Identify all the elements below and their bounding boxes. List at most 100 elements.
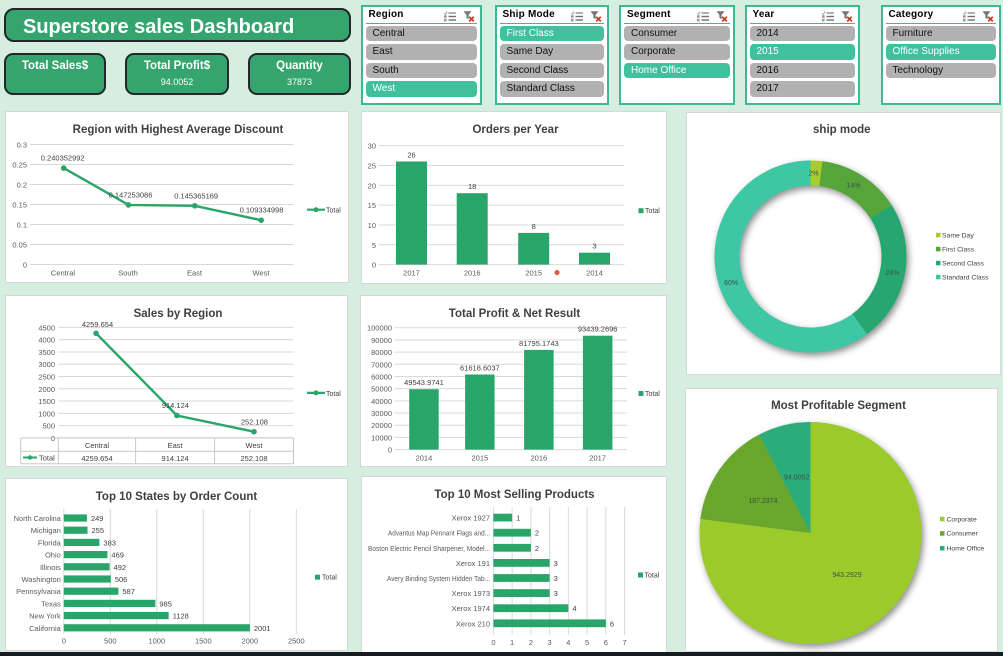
svg-text:252.108: 252.108	[240, 453, 267, 462]
svg-text:2014: 2014	[586, 269, 603, 278]
svg-text:4500: 4500	[38, 323, 55, 332]
svg-text:4259.654: 4259.654	[82, 320, 113, 329]
svg-text:255: 255	[92, 526, 105, 535]
svg-text:Xerox 1973: Xerox 1973	[451, 589, 489, 598]
svg-text:2: 2	[534, 529, 538, 538]
svg-text:2: 2	[528, 638, 532, 647]
svg-text:10000: 10000	[371, 433, 392, 442]
svg-text:2%: 2%	[808, 170, 818, 177]
svg-text:90000: 90000	[371, 336, 392, 345]
svg-text:Avery Binding System Hidden Ta: Avery Binding System Hidden Tab...	[387, 574, 490, 583]
svg-text:4: 4	[566, 638, 570, 647]
svg-text:2: 2	[534, 544, 538, 553]
svg-text:0.1: 0.1	[17, 220, 27, 229]
svg-text:25: 25	[367, 162, 375, 171]
svg-text:First Class: First Class	[942, 246, 975, 253]
svg-text:South: South	[118, 268, 138, 277]
svg-text:24%: 24%	[885, 270, 899, 277]
svg-text:914.124: 914.124	[162, 401, 189, 410]
svg-text:ship mode: ship mode	[813, 124, 871, 136]
svg-text:2500: 2500	[38, 372, 55, 381]
svg-text:Illinois: Illinois	[40, 563, 61, 572]
svg-text:1: 1	[516, 514, 520, 523]
svg-text:Ohio: Ohio	[45, 551, 61, 560]
svg-text:2000: 2000	[241, 637, 258, 646]
svg-text:0.05: 0.05	[12, 240, 27, 249]
svg-text:Top 10 Most Selling Products: Top 10 Most Selling Products	[434, 489, 594, 501]
svg-text:30: 30	[367, 142, 375, 151]
svg-text:943.2929: 943.2929	[832, 572, 861, 579]
svg-text:20: 20	[367, 181, 375, 190]
svg-text:2500: 2500	[288, 637, 305, 646]
svg-text:0: 0	[371, 261, 375, 270]
svg-text:New York: New York	[29, 612, 61, 621]
svg-text:0.25: 0.25	[12, 160, 27, 169]
svg-text:249: 249	[91, 514, 104, 523]
svg-text:Xerox 210: Xerox 210	[455, 619, 489, 628]
svg-text:4: 4	[572, 604, 576, 613]
svg-text:914.124: 914.124	[162, 453, 189, 462]
svg-text:0: 0	[62, 637, 66, 646]
svg-text:2016: 2016	[530, 454, 547, 463]
svg-text:469: 469	[111, 551, 124, 560]
svg-text:3: 3	[553, 559, 557, 568]
svg-text:8: 8	[531, 222, 535, 231]
svg-text:West: West	[253, 268, 271, 277]
svg-text:26: 26	[407, 151, 415, 160]
svg-text:2015: 2015	[471, 454, 488, 463]
svg-text:7: 7	[622, 638, 626, 647]
svg-text:40000: 40000	[371, 397, 392, 406]
svg-text:80000: 80000	[371, 348, 392, 357]
svg-text:Total: Total	[322, 575, 337, 582]
svg-text:5: 5	[371, 241, 375, 250]
svg-text:70000: 70000	[371, 360, 392, 369]
svg-text:6: 6	[603, 638, 607, 647]
svg-text:3: 3	[547, 638, 551, 647]
svg-text:2016: 2016	[463, 269, 480, 278]
svg-text:30000: 30000	[371, 409, 392, 418]
svg-text:Central: Central	[51, 268, 76, 277]
svg-text:Xerox 1974: Xerox 1974	[451, 604, 489, 613]
svg-text:Most Profitable Segment: Most Profitable Segment	[771, 400, 906, 412]
svg-text:Standard Class: Standard Class	[942, 274, 989, 281]
svg-text:0: 0	[23, 260, 27, 269]
svg-text:10: 10	[367, 221, 375, 230]
svg-text:383: 383	[103, 538, 116, 547]
svg-text:Consumer: Consumer	[947, 531, 979, 538]
svg-text:Washington: Washington	[21, 575, 60, 584]
svg-text:Total: Total	[39, 453, 55, 462]
svg-text:3000: 3000	[38, 360, 55, 369]
svg-text:50000: 50000	[371, 385, 392, 394]
svg-text:Florida: Florida	[38, 538, 62, 547]
svg-text:0: 0	[387, 446, 391, 455]
svg-text:Top 10 States by Order Count: Top 10 States by Order Count	[96, 491, 258, 503]
svg-text:Total: Total	[645, 208, 660, 215]
svg-text:506: 506	[115, 575, 128, 584]
svg-text:Michigan: Michigan	[31, 526, 61, 535]
svg-text:3: 3	[592, 242, 596, 251]
svg-text:60%: 60%	[724, 280, 738, 287]
svg-text:Second Class: Second Class	[942, 260, 985, 267]
svg-text:5: 5	[585, 638, 589, 647]
svg-text:Xerox 1927: Xerox 1927	[451, 514, 489, 523]
svg-text:Total: Total	[644, 572, 659, 579]
svg-text:Pennsylvania: Pennsylvania	[16, 587, 61, 596]
svg-text:North Carolina: North Carolina	[14, 514, 62, 523]
svg-text:60000: 60000	[371, 372, 392, 381]
svg-text:252.108: 252.108	[241, 417, 268, 426]
svg-text:187.2374: 187.2374	[748, 498, 777, 505]
svg-text:100000: 100000	[366, 324, 391, 333]
svg-text:Boston Electric Pencil Sharpen: Boston Electric Pencil Sharpener, Model.…	[368, 544, 490, 553]
svg-text:15: 15	[367, 201, 375, 210]
svg-text:California: California	[29, 624, 62, 633]
svg-text:1: 1	[510, 638, 514, 647]
svg-text:0.15: 0.15	[12, 200, 27, 209]
svg-text:2014: 2014	[415, 454, 432, 463]
svg-text:4259.654: 4259.654	[81, 453, 112, 462]
svg-text:Total: Total	[645, 391, 660, 398]
svg-text:Xerox 191: Xerox 191	[455, 559, 489, 568]
svg-text:1128: 1128	[173, 612, 189, 621]
svg-text:0.3: 0.3	[17, 140, 27, 149]
svg-text:61618.6037: 61618.6037	[460, 364, 500, 373]
svg-text:81795.1743: 81795.1743	[519, 339, 559, 348]
